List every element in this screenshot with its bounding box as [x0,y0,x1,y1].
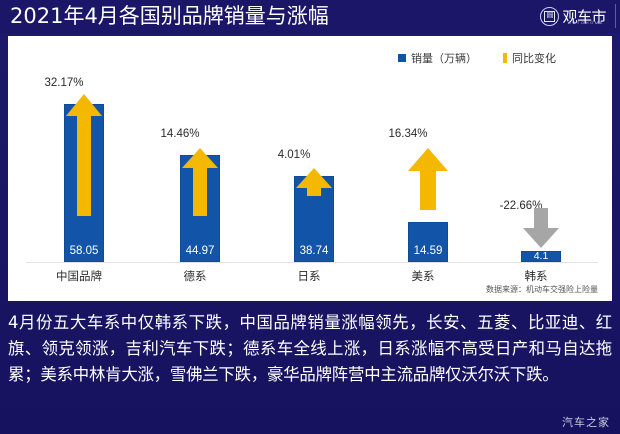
bar-value-2: 38.74 [299,245,329,257]
chart-legend: 销量（万辆） 同比变化 [398,50,556,66]
caption-block: 4月份五大车系中仅韩系下跌，中国品牌销量涨幅领先，长安、五菱、比亚迪、红旗、领克… [0,306,620,434]
arrow-down-icon-4 [523,218,559,248]
pct-label-2: 4.01% [277,149,311,161]
source-note: 数据来源：机动车交强险上险量 [486,285,598,294]
pct-label-3: 16.34% [388,128,428,140]
chart-card: 销量（万辆） 同比变化 32.17% 58.05 中国品牌 14.46% [8,36,612,301]
arrow-up-icon-3 [408,148,448,210]
category-label-4: 韩系 [524,269,548,283]
chart-plot-area: 销量（万辆） 同比变化 32.17% 58.05 中国品牌 14.46% [8,36,612,301]
axis-baseline [26,262,598,263]
logo-divider [615,4,616,28]
category-label-3: 美系 [411,269,435,283]
arrow-up-icon-2 [296,168,332,196]
bar-value-0: 58.05 [69,245,99,257]
bar-value-4: 4.1 [533,250,549,262]
bar-value-1: 44.97 [185,245,215,257]
pct-label-1: 14.46% [160,128,200,140]
category-label-0: 中国品牌 [56,269,102,283]
logo-subtext: AUTOHOME [568,20,604,25]
caption-text: 4月份五大车系中仅韩系下跌，中国品牌销量涨幅领先，长安、五菱、比亚迪、红旗、领克… [8,313,612,384]
page-title: 2021年4月各国别品牌销量与涨幅 [10,4,329,28]
arrow-up-icon-1 [182,148,218,216]
legend-label-yoy: 同比变化 [512,53,556,65]
pct-label-4: -22.66% [499,200,543,212]
legend-label-sales: 销量（万辆） [411,53,477,65]
logo-glyph: 圆 [544,11,556,22]
bar-4: 4.1 [521,250,561,262]
legend-item-yoy: 同比变化 [503,50,556,66]
logo-wordmark: 观车市 [562,7,606,26]
arrow-up-icon-0 [66,94,102,216]
bar-3: 14.59 [408,222,448,262]
pct-label-0: 32.17% [44,77,84,89]
category-label-2: 日系 [297,269,321,283]
legend-item-sales: 销量（万辆） [398,50,477,66]
arrow-down-shaft-icon-4 [534,208,548,222]
title-bar: 2021年4月各国别品牌销量与涨幅 圆 观车市 AUTOHOME [0,0,620,33]
category-label-1: 德系 [183,269,207,283]
watermark: 汽车之家 [562,416,610,429]
legend-swatch-blue-icon [398,54,406,62]
brand-logo: 圆 观车市 [540,3,606,30]
logo-circle-icon: 圆 [540,7,560,26]
legend-swatch-gold-icon [503,53,507,63]
bar-value-3: 14.59 [413,245,443,257]
